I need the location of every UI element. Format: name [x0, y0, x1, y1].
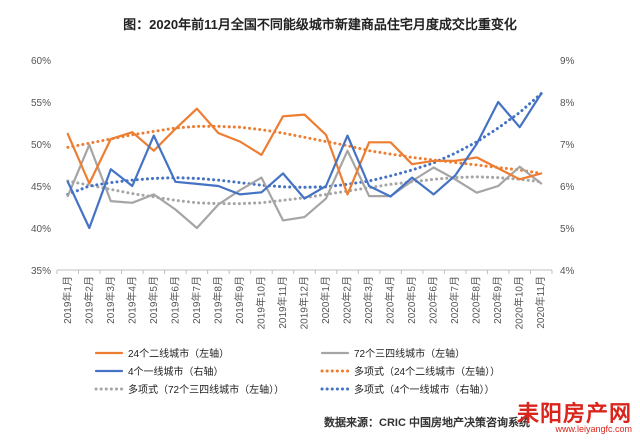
x-tick-label: 2020年5月	[405, 276, 418, 324]
x-tick-label: 2020年9月	[491, 276, 504, 324]
x-tick-label: 2019年11月	[276, 276, 289, 329]
x-tick-label: 2019年3月	[104, 276, 117, 324]
x-tick-label: 2020年6月	[427, 276, 440, 324]
chart-plot	[66, 92, 543, 230]
y-right-tick-label: 4%	[560, 266, 575, 277]
legend-label: 72个三四线城市（左轴）	[354, 347, 465, 360]
x-tick-label: 2020年1月	[319, 276, 332, 324]
legend-label: 4个一线城市（右轴）	[128, 365, 224, 378]
legend-label: 多项式（72个三四线城市（左轴））	[128, 383, 284, 396]
y-right-tick-label: 5%	[560, 224, 575, 235]
y-left-tick-label: 60%	[31, 56, 51, 67]
x-tick-label: 2020年7月	[448, 276, 461, 324]
x-tick-label: 2020年3月	[362, 276, 375, 324]
source-note: 数据来源：CRIC 中国房地产决策咨询系统	[324, 417, 530, 429]
x-tick-label: 2019年12月	[298, 276, 311, 329]
x-tick-label: 2020年2月	[341, 276, 354, 324]
x-tick-label: 2019年1月	[61, 276, 74, 324]
watermark-url: www.leiyangfc.com	[555, 424, 632, 434]
legend-label: 24个二线城市（左轴）	[128, 347, 229, 360]
y-right-tick-label: 7%	[560, 140, 575, 151]
x-tick-label: 2019年9月	[233, 276, 246, 324]
series-line	[66, 107, 543, 196]
y-right-tick-label: 8%	[560, 98, 575, 109]
watermark-text: 耒阳房产网	[516, 401, 632, 426]
series-line	[66, 124, 543, 175]
y-right-tick-label: 9%	[560, 56, 575, 67]
legend-label: 多项式（24个二线城市（左轴））	[354, 365, 500, 378]
y-left-tick-label: 35%	[31, 266, 51, 277]
x-tick-label: 2019年8月	[211, 276, 224, 324]
x-tick-label: 2020年4月	[384, 276, 397, 324]
x-tick-label: 2020年11月	[534, 276, 547, 329]
x-tick-label: 2019年10月	[254, 276, 267, 329]
watermark: 耒阳房产网 www.leiyangfc.com	[517, 396, 632, 434]
y-left-tick-label: 40%	[31, 224, 51, 235]
y-left-tick-label: 50%	[31, 140, 51, 151]
x-tick-label: 2020年8月	[470, 276, 483, 324]
y-left-tick-label: 45%	[31, 182, 51, 193]
chart-title: 图：2020年前11月全国不同能级城市新建商品住宅月度成交比重变化	[123, 17, 517, 32]
series-line	[66, 92, 543, 230]
y-right-tick-label: 6%	[560, 182, 575, 193]
x-tick-label: 2019年5月	[147, 276, 160, 324]
x-tick-label: 2020年10月	[513, 276, 526, 329]
series-line	[66, 143, 543, 230]
chart-legend: 24个二线城市（左轴） 72个三四线城市（左轴） 4个一线城市（右轴） 多项式（24个…	[94, 347, 500, 396]
x-tick-label: 2019年7月	[190, 276, 203, 324]
x-tick-label: 2019年6月	[168, 276, 181, 324]
x-tick-label: 2019年2月	[82, 276, 95, 324]
chart-axes: 35% 40% 45% 50% 55% 60% 4% 5% 6% 7% 8% 9% 2019年1月 201…	[31, 56, 575, 329]
x-tick-label: 2019年4月	[125, 276, 138, 324]
y-left-tick-label: 55%	[31, 98, 51, 109]
series-line	[66, 92, 543, 196]
legend-label: 多项式（4个一线城市（右轴））	[354, 383, 495, 396]
